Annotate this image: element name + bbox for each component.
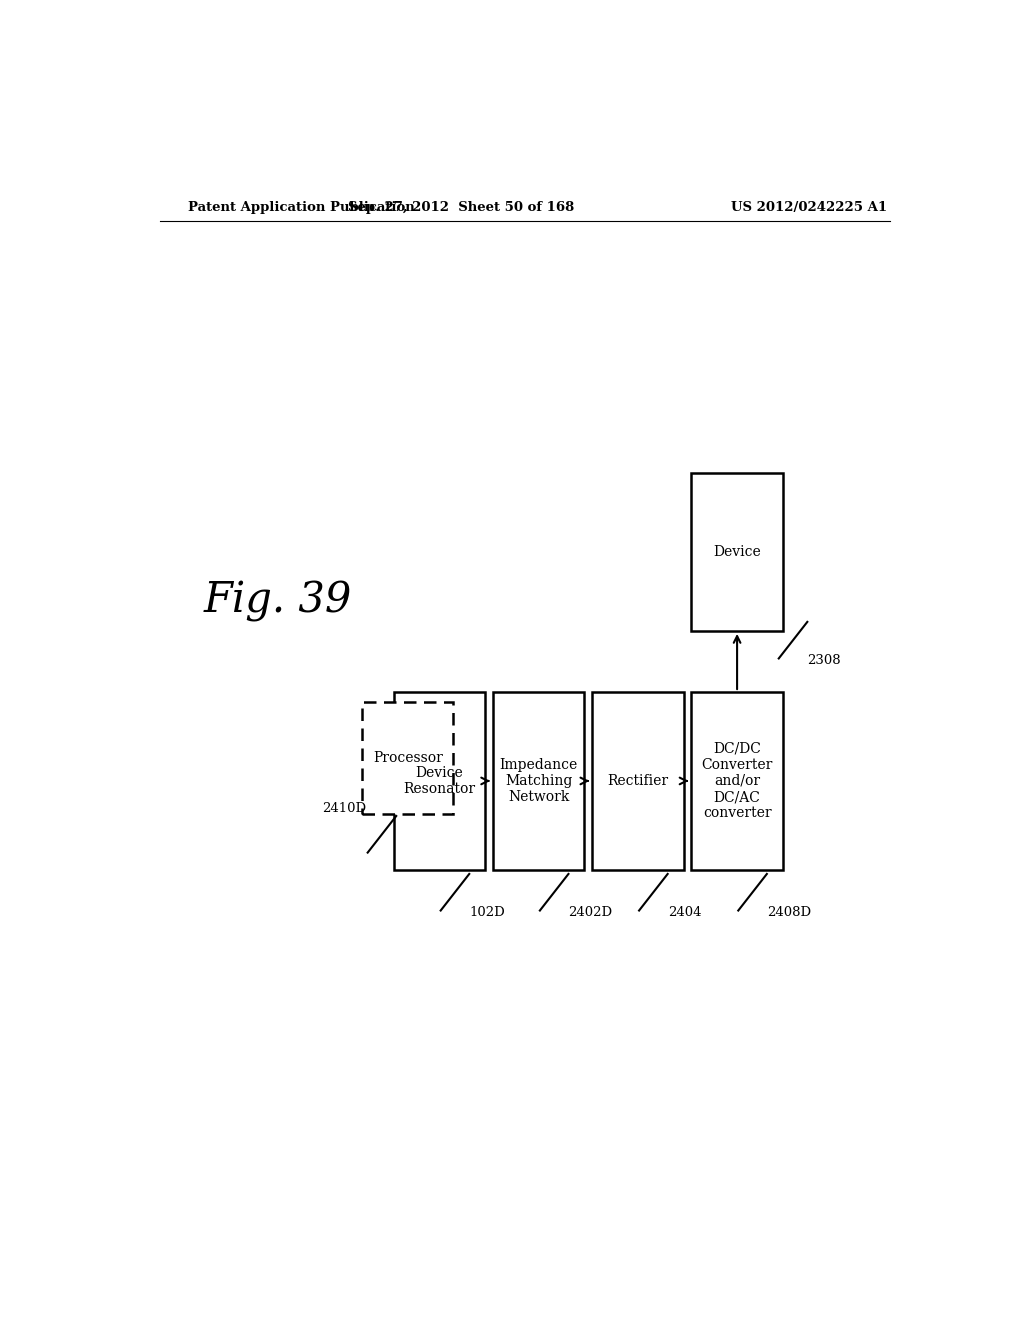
Text: Device: Device — [713, 545, 761, 560]
Text: 2404: 2404 — [668, 907, 701, 920]
Text: 2402D: 2402D — [568, 907, 612, 920]
Text: US 2012/0242225 A1: US 2012/0242225 A1 — [731, 201, 887, 214]
Text: Sep. 27, 2012  Sheet 50 of 168: Sep. 27, 2012 Sheet 50 of 168 — [348, 201, 574, 214]
Text: DC/DC
Converter
and/or
DC/AC
converter: DC/DC Converter and/or DC/AC converter — [701, 742, 773, 820]
Bar — [494, 692, 585, 870]
Text: Impedance
Matching
Network: Impedance Matching Network — [500, 758, 578, 804]
Bar — [592, 692, 684, 870]
Bar — [362, 702, 454, 814]
Text: 2408D: 2408D — [767, 907, 811, 920]
Bar — [691, 692, 782, 870]
Text: 2410D: 2410D — [323, 801, 367, 814]
Bar — [691, 474, 782, 631]
Text: Processor: Processor — [373, 751, 442, 766]
Bar — [394, 692, 485, 870]
Text: 2308: 2308 — [807, 655, 841, 668]
Text: 102D: 102D — [469, 907, 505, 920]
Text: Rectifier: Rectifier — [607, 774, 669, 788]
Text: Device
Resonator: Device Resonator — [403, 766, 475, 796]
Text: Fig. 39: Fig. 39 — [204, 579, 352, 622]
Text: Patent Application Publication: Patent Application Publication — [187, 201, 415, 214]
